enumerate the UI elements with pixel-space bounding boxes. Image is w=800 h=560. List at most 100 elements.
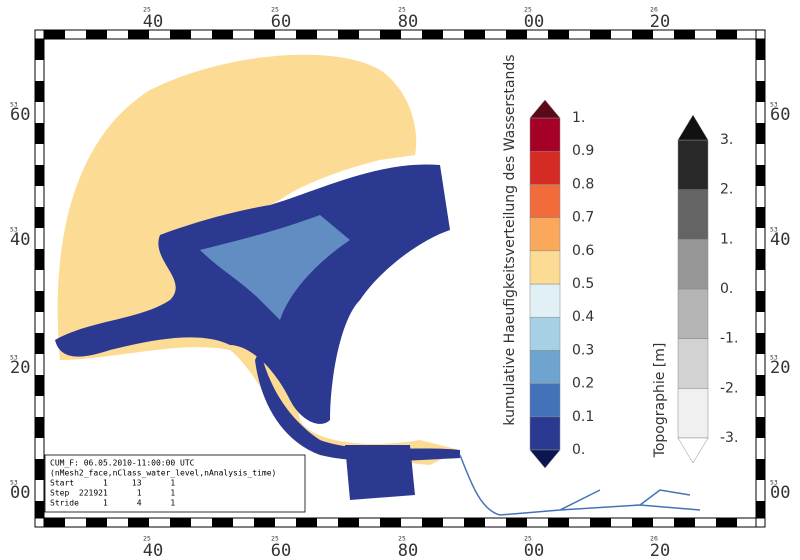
frame-check: [86, 518, 107, 527]
frame-check: [632, 30, 653, 39]
frame-check: [212, 30, 233, 39]
colorbar-label: 0.3: [572, 342, 594, 358]
frame-check: [716, 30, 737, 39]
colorbar-label: 0.9: [572, 143, 594, 159]
frame-corner: [755, 29, 766, 40]
frame-check: [590, 518, 611, 527]
lon-minor-label: 25: [398, 7, 406, 14]
lat-label: 20: [10, 358, 30, 378]
lat-minor-label: 53: [10, 102, 18, 109]
frame-check: [756, 207, 765, 228]
lon-label: 80: [398, 12, 418, 32]
lon-label: 40: [143, 12, 163, 32]
colorbar-segment: [529, 217, 561, 252]
colorbar-segment: [677, 288, 709, 339]
lat-minor-label: 53: [10, 227, 18, 234]
frame-check: [44, 518, 65, 527]
frame-check: [44, 30, 65, 39]
lon-label: 20: [650, 12, 670, 32]
frame-corner: [755, 517, 766, 528]
tidal-flats: [55, 164, 450, 424]
frame-check: [212, 518, 233, 527]
frame-check: [296, 30, 317, 39]
lon-minor-label: 26: [650, 536, 658, 543]
lat-minor-label: 53: [770, 227, 778, 234]
colorbar-segment: [529, 117, 561, 152]
colorbar-under: [529, 449, 561, 469]
colorbar-segment: [529, 383, 561, 418]
frame-check: [35, 207, 44, 228]
colorbar-segment: [529, 416, 561, 451]
frame-check: [128, 30, 149, 39]
frame-check: [756, 375, 765, 396]
colorbar-label: 0.1: [572, 409, 594, 425]
frame-check: [35, 333, 44, 354]
lon-label: 00: [524, 541, 544, 560]
colorbar-segment: [677, 239, 709, 290]
lon-minor-label: 25: [143, 7, 151, 14]
info-line: CUM_F: 06.05.2010-11:00:00 UTC: [50, 459, 195, 468]
frame-check: [170, 30, 191, 39]
frame-check: [296, 518, 317, 527]
info-box: [44, 454, 306, 513]
tributary-basin: [345, 445, 415, 500]
topography-colorbar: -3. -2. -1. 0. 1. 2. 3.: [677, 114, 738, 464]
frame-check: [756, 123, 765, 144]
colorbar-segment: [529, 316, 561, 351]
lat-minor-label: 53: [770, 355, 778, 362]
frame-check: [756, 501, 765, 518]
frame-check: [35, 81, 44, 102]
channels: [200, 215, 350, 320]
frame-corner: [34, 29, 45, 40]
frame-check: [338, 518, 359, 527]
frame-check: [756, 291, 765, 312]
info-text: CUM_F: 06.05.2010-11:00:00 UTC(nMesh2_fa…: [50, 459, 276, 508]
colorbar-label: -1.: [720, 331, 738, 347]
info-line: Step 221921 1 1: [50, 489, 175, 498]
lon-label: 40: [143, 541, 163, 560]
frame-check: [35, 165, 44, 186]
frame-check: [422, 518, 443, 527]
lat-minor-label: 53: [770, 102, 778, 109]
colorbar-label: 0.2: [572, 376, 594, 392]
frame-check: [756, 39, 765, 60]
colorbar-title: Topographie [m]: [652, 343, 668, 459]
frame-check: [35, 249, 44, 270]
colorbar-over: [677, 114, 709, 141]
colorbar-label: -3.: [720, 430, 738, 446]
colorbar-segment: [677, 189, 709, 240]
frame-check: [35, 501, 44, 518]
lon-label: 00: [524, 12, 544, 32]
frame-check: [506, 30, 527, 39]
frame-check: [35, 417, 44, 438]
frame-check: [35, 291, 44, 312]
lat-label: 60: [10, 105, 30, 125]
colorbar-over: [529, 99, 561, 119]
colorbar-label: 1.: [572, 110, 585, 126]
info-line: (nMesh2_face,nClass_water_level,nAnalysi…: [50, 469, 276, 478]
frequency-colorbar: 0. 0.1 0.2 0.3 0.4 0.5 0.6 0.7 0.8 0.9 1.: [529, 99, 594, 469]
frame-check: [674, 30, 695, 39]
frame-check: [548, 30, 569, 39]
lat-label: 60: [770, 105, 790, 125]
colorbar-segment: [529, 150, 561, 185]
map-area: [55, 54, 701, 516]
frame-check: [254, 30, 275, 39]
colorbar-label: -2.: [720, 380, 738, 396]
frame-check: [35, 39, 44, 60]
frame-check: [35, 375, 44, 396]
lat-minor-label: 53: [10, 355, 18, 362]
colorbar-label: 0.6: [572, 243, 594, 259]
frame-check: [464, 30, 485, 39]
map-frame: 2540254025602560258025802500250026202620…: [10, 7, 790, 560]
lon-minor-label: 26: [650, 7, 658, 14]
colorbar-segment: [529, 250, 561, 285]
estuary: [255, 350, 460, 462]
frame-check: [380, 518, 401, 527]
frame-check: [464, 518, 485, 527]
lon-label: 80: [398, 541, 418, 560]
lat-minor-label: 53: [10, 480, 18, 487]
frame-check: [756, 81, 765, 102]
frame-check: [422, 30, 443, 39]
